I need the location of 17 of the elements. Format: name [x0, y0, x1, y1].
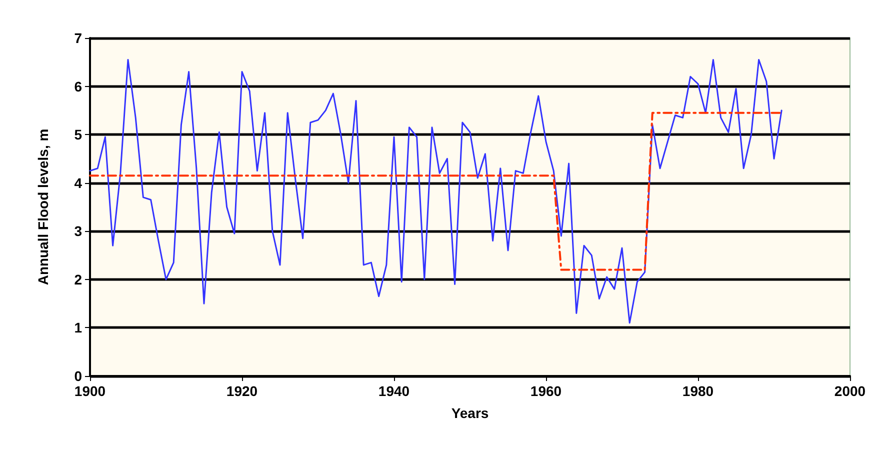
x-tick-label: 1900 — [74, 383, 106, 399]
x-tick-label: 1980 — [682, 383, 714, 399]
y-tick-label: 0 — [74, 368, 82, 384]
y-tick-label: 1 — [74, 320, 82, 336]
y-tick-label: 2 — [74, 271, 82, 288]
x-tick-label: 1920 — [226, 383, 258, 399]
line-series — [89, 58, 782, 324]
y-tick-label: 6 — [74, 78, 82, 94]
y-tick-label: 3 — [74, 223, 82, 240]
x-axis-title: Years — [451, 405, 489, 421]
y-tick-label: 7 — [74, 30, 82, 46]
y-tick-label: 4 — [74, 174, 82, 191]
x-tick-label: 1960 — [530, 383, 562, 399]
y-axis-title: Annuall Flood levels, m — [35, 128, 51, 286]
x-tick-label: 1940 — [378, 383, 410, 399]
y-tick-label: 5 — [74, 126, 82, 143]
x-tick-label: 2000 — [834, 383, 866, 399]
